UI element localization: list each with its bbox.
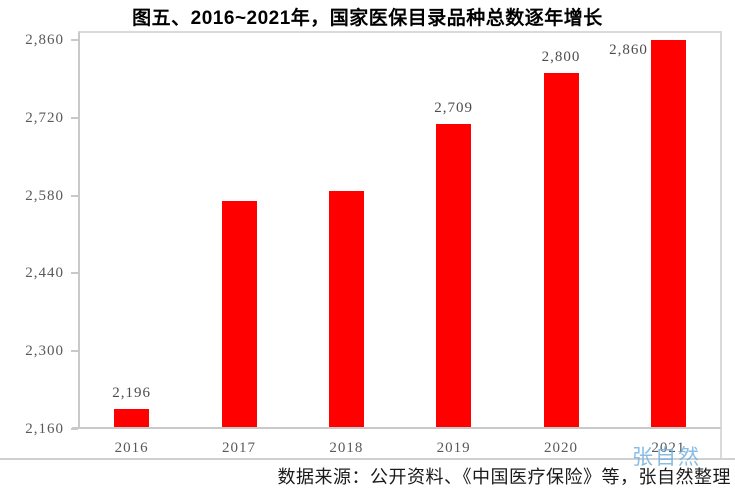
bar-value-label-2016: 2,196 xyxy=(112,384,152,401)
x-tick-label-2016: 2016 xyxy=(114,440,149,456)
source-note: 数据来源：公开资料、《中国医疗保险》等，张自然整理 xyxy=(277,467,731,487)
bar-2016 xyxy=(114,408,150,427)
bar-value-label-2019: 2,709 xyxy=(434,99,474,116)
y-axis-tick xyxy=(71,194,78,197)
chart-title: 图五、2016~2021年，国家医保目录品种总数逐年增长 xyxy=(132,8,603,29)
y-tick-label: 2,860 xyxy=(25,32,64,48)
x-tick-label-2021: 2021 xyxy=(651,440,686,456)
divider-line xyxy=(0,458,735,460)
y-axis-tick xyxy=(71,116,78,119)
bar-value-label-2021: 2,860 xyxy=(609,42,648,58)
x-tick-label-2020: 2020 xyxy=(543,440,578,456)
watermark: 张自然 xyxy=(632,445,701,469)
y-tick-label: 2,300 xyxy=(25,343,64,360)
bar-2019 xyxy=(436,123,472,427)
x-tick-label-2017: 2017 xyxy=(221,440,256,456)
y-tick-label: 2,720 xyxy=(25,109,64,126)
y-tick-label: 2,160 xyxy=(25,421,64,437)
plot-area xyxy=(78,31,722,429)
bar-2020 xyxy=(543,73,579,427)
bar-2017 xyxy=(221,200,257,427)
y-tick-label: 2,440 xyxy=(25,265,64,282)
x-tick-label-2019: 2019 xyxy=(436,440,471,456)
bar-2018 xyxy=(328,191,364,427)
plot-right-border-extension xyxy=(720,429,722,459)
y-tick-label: 2,580 xyxy=(25,187,64,204)
y-axis-tick xyxy=(71,39,78,41)
x-tick-label-2018: 2018 xyxy=(329,440,364,456)
y-axis-tick xyxy=(71,272,78,275)
bar-2021 xyxy=(650,40,686,427)
y-axis-tick xyxy=(71,350,78,353)
bar-value-label-2020: 2,800 xyxy=(541,49,581,66)
y-axis-tick xyxy=(71,428,78,430)
